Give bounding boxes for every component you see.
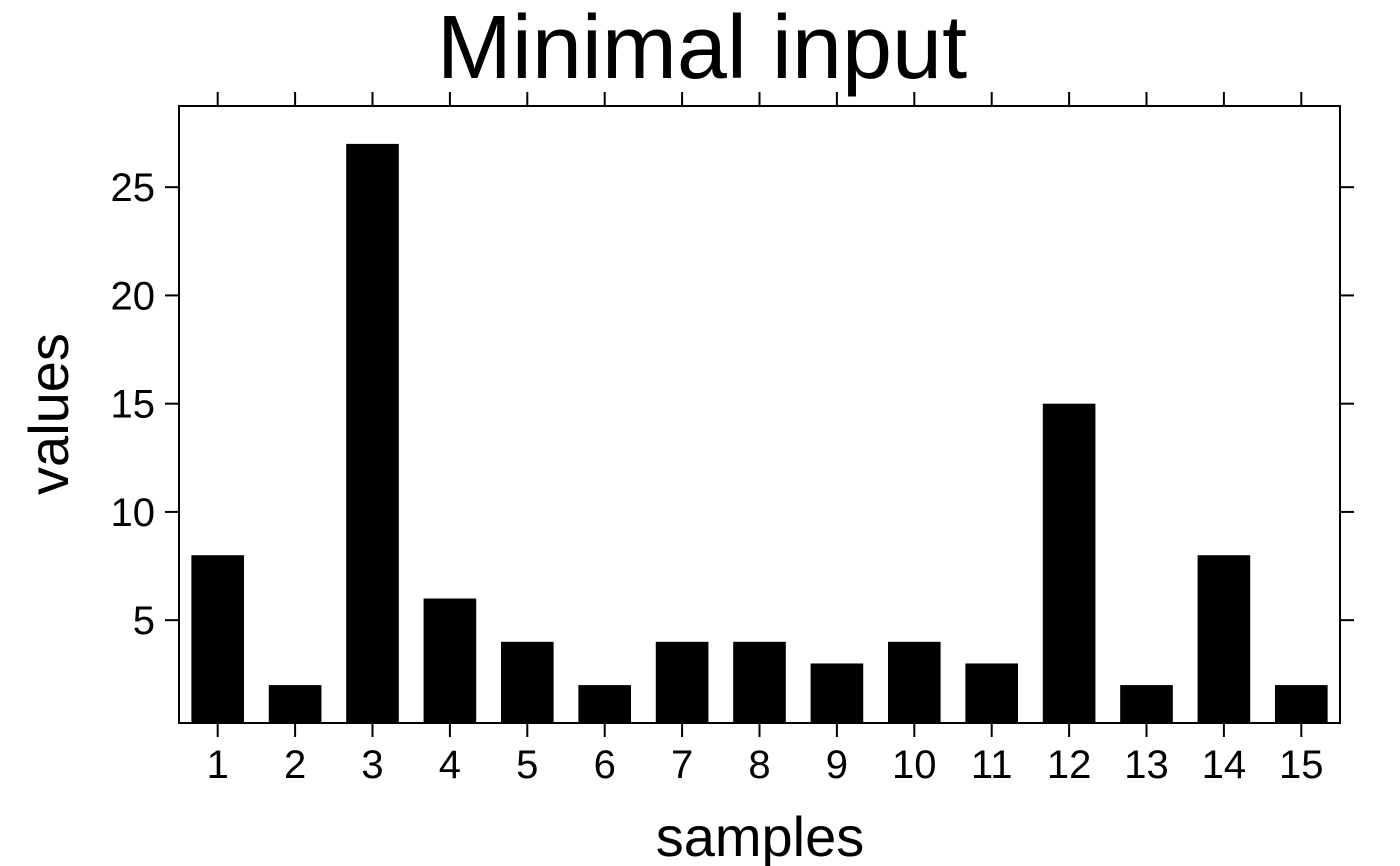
bar-13 bbox=[1120, 685, 1173, 723]
x-tick-label: 15 bbox=[1279, 743, 1324, 787]
bar-3 bbox=[346, 143, 399, 723]
x-tick-label: 6 bbox=[594, 743, 616, 787]
y-tick-label: 20 bbox=[111, 274, 156, 318]
bars-group bbox=[191, 143, 1328, 723]
bar-15 bbox=[1274, 685, 1328, 723]
bar-2 bbox=[268, 685, 322, 723]
chart-title: Minimal input bbox=[437, 0, 967, 98]
bar-12 bbox=[1042, 403, 1096, 723]
x-axis: 1 2 3 4 5 6 7 8 9 10 11 12 13 14 15 bbox=[207, 92, 1324, 787]
x-tick-label: 3 bbox=[361, 743, 383, 787]
x-tick-label: 14 bbox=[1202, 743, 1247, 787]
x-tick-label: 10 bbox=[892, 743, 937, 787]
x-tick-label: 7 bbox=[671, 743, 693, 787]
x-tick-label: 4 bbox=[439, 743, 461, 787]
y-tick-label: 25 bbox=[111, 166, 156, 210]
x-tick-label: 9 bbox=[826, 743, 848, 787]
y-tick-label: 5 bbox=[133, 599, 155, 643]
bar-9 bbox=[810, 663, 864, 723]
x-tick-label: 11 bbox=[971, 743, 1013, 787]
bar-14 bbox=[1197, 555, 1251, 723]
y-tick-label: 10 bbox=[111, 491, 156, 535]
y-axis: 5 10 15 20 25 bbox=[111, 166, 1354, 643]
x-tick-label: 2 bbox=[284, 743, 306, 787]
x-tick-label: 12 bbox=[1047, 743, 1092, 787]
x-tick-label: 5 bbox=[516, 743, 538, 787]
bar-8 bbox=[733, 641, 786, 723]
x-axis-label: samples bbox=[656, 805, 865, 866]
bar-10 bbox=[887, 641, 941, 723]
y-tick-label: 15 bbox=[111, 383, 156, 427]
bar-4 bbox=[423, 598, 477, 723]
x-tick-label: 8 bbox=[748, 743, 770, 787]
bar-5 bbox=[500, 641, 554, 723]
x-tick-label: 1 bbox=[207, 743, 229, 787]
y-axis-label: values bbox=[17, 333, 80, 495]
bar-11 bbox=[965, 663, 1019, 723]
bar-6 bbox=[578, 685, 632, 723]
bar-1 bbox=[191, 555, 245, 723]
bar-7 bbox=[655, 641, 709, 723]
x-tick-label: 13 bbox=[1124, 743, 1169, 787]
